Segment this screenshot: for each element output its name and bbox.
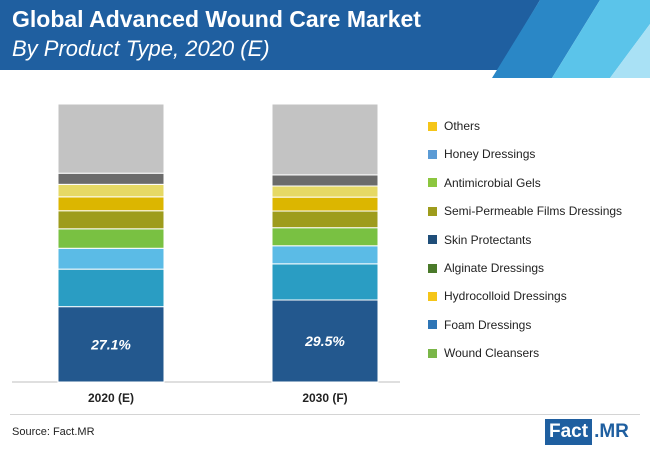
logo-text: Fact xyxy=(545,419,593,445)
bar-segment xyxy=(57,268,165,308)
legend-item: Skin Protectants xyxy=(428,232,531,248)
header-accent-stripe xyxy=(492,0,600,78)
bar-segment xyxy=(271,103,379,176)
legend-swatch xyxy=(428,149,437,159)
legend-swatch xyxy=(428,121,437,131)
bar-segment xyxy=(57,103,165,174)
legend-label: Honey Dressings xyxy=(444,147,536,162)
bar-segment xyxy=(57,183,165,198)
legend-label: Others xyxy=(444,119,481,133)
header-banner: Global Advanced Wound Care Market By Pro… xyxy=(0,0,650,78)
bar-segment xyxy=(271,185,379,198)
footer-divider xyxy=(10,414,640,415)
data-label: 29.5% xyxy=(304,333,345,349)
x-tick-label: 2020 (E) xyxy=(88,391,134,405)
bar-segment xyxy=(57,196,165,212)
legend-swatch xyxy=(428,291,437,301)
source-note: Source: Fact.MR xyxy=(12,426,95,438)
header-accent-stripe xyxy=(610,24,650,78)
x-tick-label: 2030 (F) xyxy=(302,391,347,405)
legend-label: Antimicrobial Gels xyxy=(444,175,541,190)
bar-segment xyxy=(271,196,379,212)
bar-segment xyxy=(271,245,379,265)
legend-item: Foam Dressings xyxy=(428,317,531,333)
legend-item: Semi-Permeable Films Dressings xyxy=(428,203,622,219)
header-main-band xyxy=(0,0,540,70)
legend-label: Hydrocolloid Dressings xyxy=(444,289,567,304)
chart-subtitle: By Product Type, 2020 (E) xyxy=(12,36,270,61)
bar-segment xyxy=(57,210,165,230)
factmr-logo: Fact .MR xyxy=(545,419,629,445)
legend-label: Foam Dressings xyxy=(444,317,532,332)
legend-label: Skin Protectants xyxy=(444,232,532,247)
legend-item: Others xyxy=(428,118,480,134)
bar-segment xyxy=(271,227,379,247)
legend-label: Wound Cleansers xyxy=(444,346,540,361)
legend-item: Hydrocolloid Dressings xyxy=(428,288,567,304)
stacked-bar-chart: 27.1% 2020 (E) 29.5% 2030 (F) xyxy=(12,103,400,405)
legend-swatch xyxy=(428,348,437,358)
data-label: 27.1% xyxy=(90,336,131,352)
header-accent-stripe xyxy=(552,0,650,78)
legend-swatch xyxy=(428,206,437,216)
chart-title: Global Advanced Wound Care Market xyxy=(12,6,421,32)
bar-segment xyxy=(57,172,165,185)
logo-text: .MR xyxy=(594,421,629,442)
bar-segment xyxy=(271,210,379,229)
legend-item: Alginate Dressings xyxy=(428,260,544,276)
header-background xyxy=(0,0,650,78)
legend-item: Honey Dressings xyxy=(428,146,535,162)
bar-segment xyxy=(57,247,165,270)
bar-segment xyxy=(271,263,379,301)
legend-item: Wound Cleansers xyxy=(428,345,539,361)
legend-swatch xyxy=(428,235,437,245)
bar-segment xyxy=(57,228,165,249)
bar-segment xyxy=(271,174,379,187)
legend-label: Semi-Permeable Films Dressings xyxy=(444,204,623,219)
legend-item: Antimicrobial Gels xyxy=(428,175,541,191)
legend-label: Alginate Dressings xyxy=(444,261,545,275)
legend-swatch xyxy=(428,263,437,273)
legend-swatch xyxy=(428,178,437,188)
legend-swatch xyxy=(428,320,437,330)
